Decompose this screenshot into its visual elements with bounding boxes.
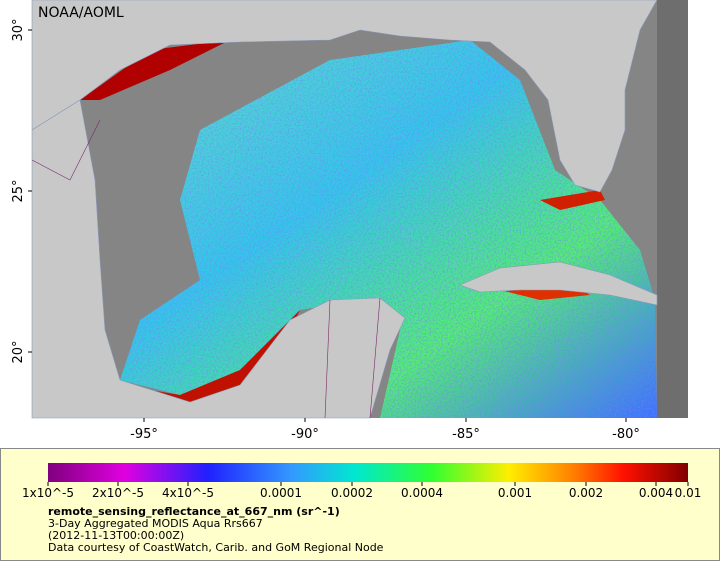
land [31, 0, 658, 419]
legend-line: (2012-11-13T00:00:00Z) [48, 529, 184, 542]
lat-tick-label: 25° [11, 179, 26, 202]
legend-line: 3-Day Aggregated MODIS Aqua Rrs667 [48, 517, 263, 530]
legend-variable: remote_sensing_reflectance_at_667_nm (sr… [48, 505, 340, 518]
no-data-strip [657, 0, 688, 418]
colorbar-tick-label: 0.001 [498, 486, 532, 500]
colorbar-tick-label: 2x10^-5 [92, 486, 144, 500]
lat-tick-label: 20° [11, 340, 26, 363]
lon-tick-label: -90° [291, 427, 319, 442]
lon-tick-label: -95° [130, 427, 158, 442]
lon-tick-label: -85° [452, 427, 480, 442]
legend-line: Data courtesy of CoastWatch, Carib. and … [48, 541, 384, 554]
colorbar-tick-label: 4x10^-5 [162, 486, 214, 500]
colorbar-tick-label: 0.002 [569, 486, 603, 500]
colorbar-ticks: 1x10^-5 2x10^-5 4x10^-5 0.0001 0.0002 0.0004 0… [22, 482, 701, 500]
ocean-data [80, 40, 657, 418]
colorbar [48, 463, 688, 482]
colorbar-tick-label: 0.01 [675, 486, 702, 500]
axes: 30° 25° 20° -95° -90° -85° -80° [11, 18, 640, 442]
colorbar-tick-label: 0.0004 [401, 486, 443, 500]
colorbar-tick-label: 0.0001 [260, 486, 302, 500]
lat-tick-label: 30° [11, 18, 26, 41]
colorbar-tick-label: 0.0002 [331, 486, 373, 500]
borders [31, 119, 381, 419]
lon-tick-label: -80° [612, 427, 640, 442]
colorbar-tick-label: 0.004 [639, 486, 673, 500]
colorbar-tick-label: 1x10^-5 [22, 486, 74, 500]
credit: NOAA/AOML [38, 5, 124, 21]
